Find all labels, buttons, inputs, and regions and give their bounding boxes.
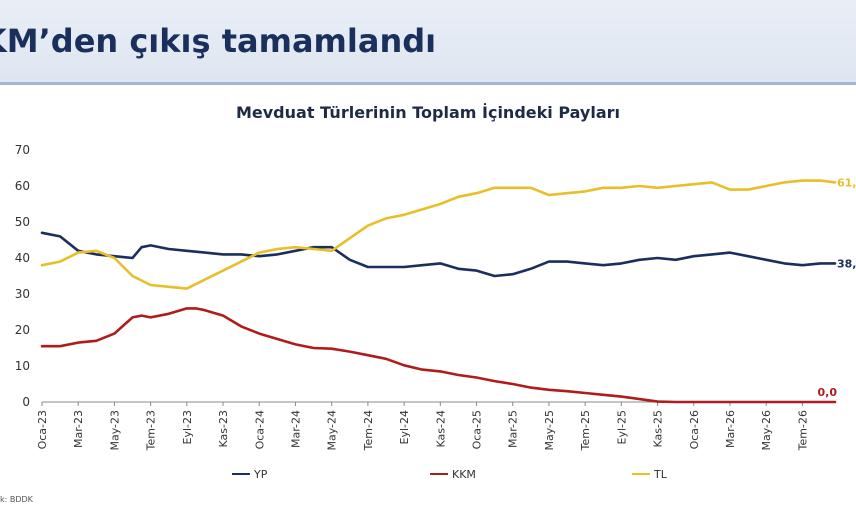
x-tick-label: Eyl-24 <box>398 410 411 444</box>
legend-item-kkm: KKM <box>430 466 476 482</box>
x-tick-label: May-24 <box>326 410 339 451</box>
x-tick-label: Mar-23 <box>72 410 85 448</box>
x-tick-label: Eyl-23 <box>181 410 194 444</box>
x-tick-label: Tem-24 <box>362 410 375 451</box>
x-tick-label: Kas-24 <box>434 410 447 447</box>
legend-label-kkm: KKM <box>452 467 476 481</box>
x-tick-label: May-23 <box>108 410 121 451</box>
y-tick-label: 20 <box>15 323 30 337</box>
header-divider <box>0 82 856 85</box>
legend-swatch-kkm <box>430 473 448 475</box>
x-tick-label: Tem-25 <box>579 410 592 451</box>
series-line-kkm <box>40 307 837 404</box>
y-tick-label: 40 <box>15 251 30 265</box>
x-tick-label: Mar-24 <box>289 410 302 448</box>
x-tick-label: Oca-23 <box>36 410 49 449</box>
series-line-tl <box>40 179 837 290</box>
x-tick-label: May-26 <box>760 410 773 451</box>
source-note: k: BDDK <box>0 495 33 504</box>
end-label-yp: 38, <box>837 257 856 270</box>
y-tick-label: 60 <box>15 179 30 193</box>
y-tick-label: 10 <box>15 359 30 373</box>
x-tick-label: Eyl-25 <box>615 410 628 444</box>
slide-header <box>0 0 856 82</box>
x-tick-label: Mar-25 <box>507 410 520 448</box>
y-tick-label: 50 <box>15 215 30 229</box>
x-tick-label: Mar-26 <box>724 410 737 448</box>
chart-title: Mevduat Türlerinin Toplam İçindeki Payla… <box>235 103 621 122</box>
legend-item-yp: YP <box>232 466 267 482</box>
x-tick-label: Oca-24 <box>253 410 266 449</box>
end-label-tl: 61, <box>837 176 856 189</box>
legend-item-tl: TL <box>632 466 667 482</box>
legend-swatch-tl <box>632 473 650 475</box>
y-tick-label: 30 <box>15 287 30 301</box>
x-tick-label: Tem-26 <box>796 410 809 451</box>
x-tick-label: Kas-23 <box>217 410 230 447</box>
legend-label-tl: TL <box>654 467 667 481</box>
legend-swatch-yp <box>232 473 250 475</box>
x-tick-label: Oca-25 <box>471 410 484 449</box>
legend-label-yp: YP <box>254 467 268 481</box>
x-tick-label: Tem-23 <box>145 410 158 451</box>
end-label-kkm: 0,0 <box>818 386 838 399</box>
x-tick-label: Kas-25 <box>652 410 665 447</box>
series-line-yp <box>40 231 837 278</box>
y-tick-label: 70 <box>15 143 30 157</box>
y-tick-label: 0 <box>22 395 30 409</box>
x-tick-label: May-25 <box>543 410 556 451</box>
slide-title: KM’den çıkış tamamlandı <box>0 22 437 60</box>
x-tick-label: Oca-26 <box>688 410 701 449</box>
